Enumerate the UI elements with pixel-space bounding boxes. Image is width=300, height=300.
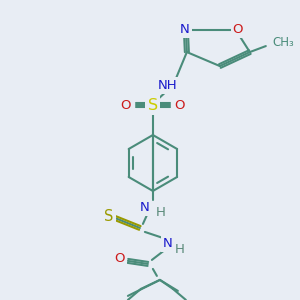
Text: O: O	[115, 252, 125, 266]
Text: N: N	[163, 237, 173, 250]
Text: NH: NH	[158, 79, 178, 92]
Text: H: H	[156, 206, 166, 220]
Text: H: H	[175, 243, 185, 256]
Text: N: N	[140, 202, 150, 214]
Text: S: S	[104, 209, 114, 224]
Text: O: O	[121, 98, 131, 112]
Text: N: N	[180, 22, 190, 36]
Text: S: S	[148, 98, 158, 112]
Text: CH₃: CH₃	[273, 36, 295, 49]
Text: O: O	[175, 98, 185, 112]
Text: O: O	[232, 22, 243, 36]
